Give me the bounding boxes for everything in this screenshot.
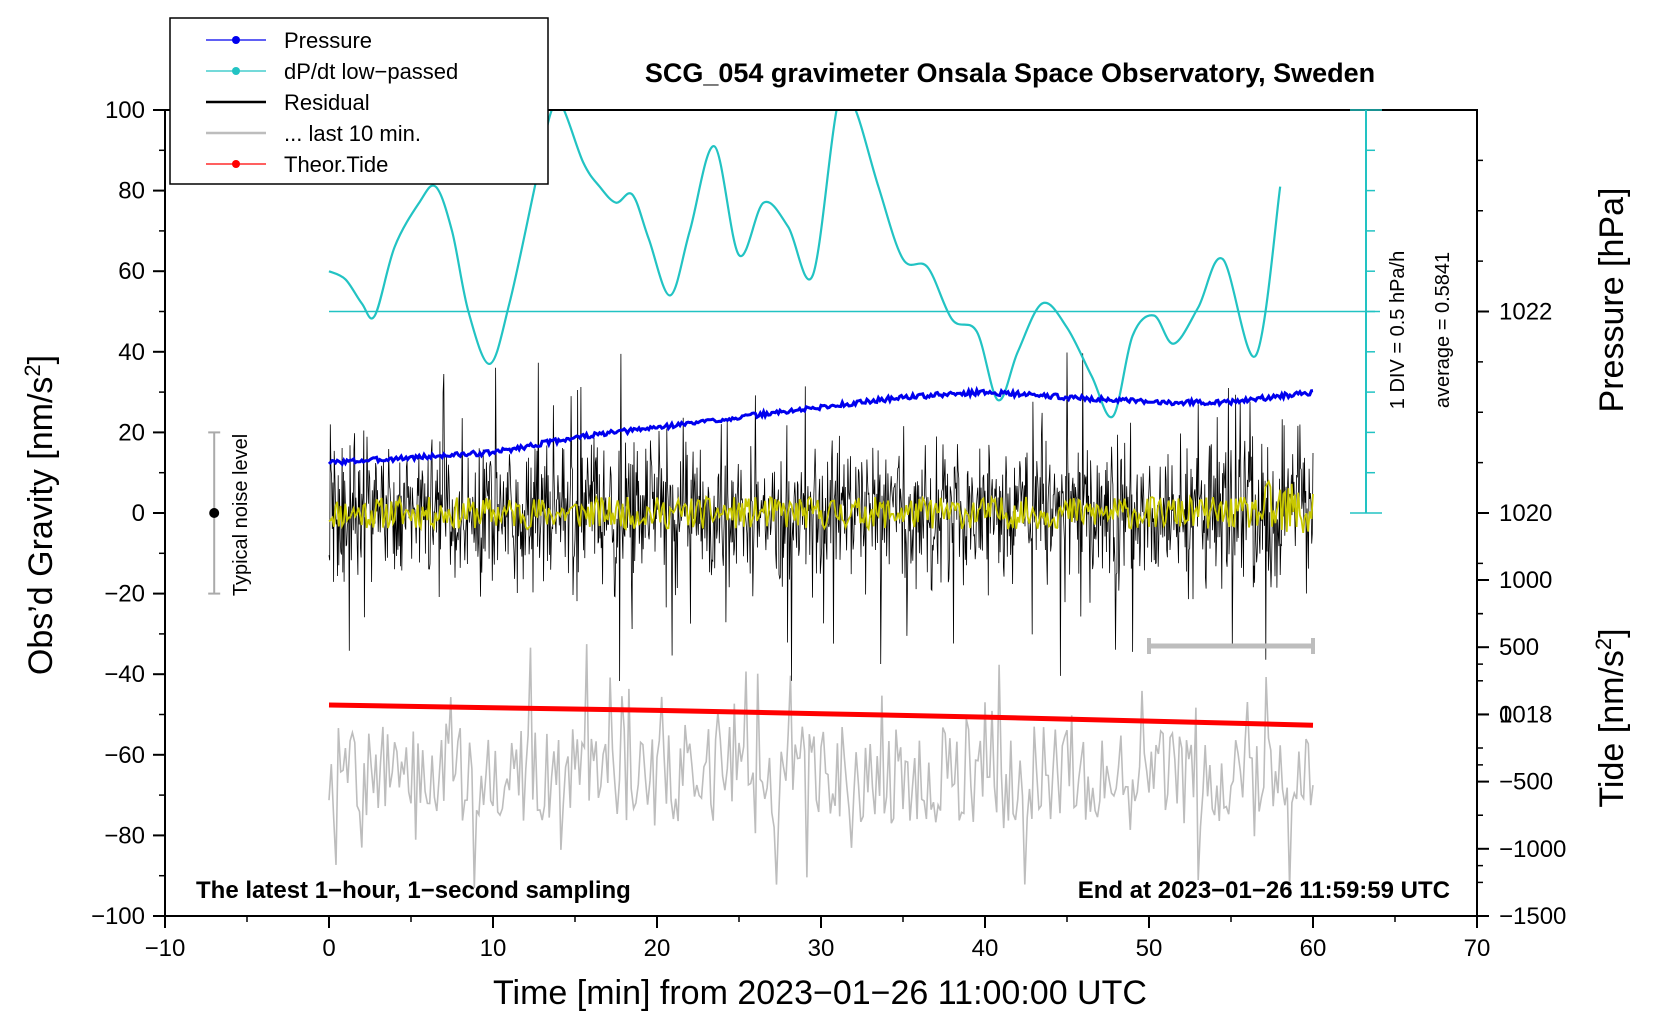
legend-item-dp-dt-low-passed: dP/dt low−passed — [206, 59, 458, 84]
tide-axis-title-main: Tide [nm/s — [1593, 650, 1631, 807]
series-residual-smoothed-line — [328, 479, 1314, 534]
x-tick-label: 0 — [322, 935, 335, 962]
tide-axis-title-sup: 2 — [1591, 638, 1616, 650]
series-tide-line — [328, 702, 1314, 728]
legend-items: Pressure dP/dt low−passed Residual ... last… — [206, 28, 458, 177]
y-tick-label: 80 — [118, 178, 145, 205]
legend-item-pressure-label: Pressure — [284, 28, 372, 53]
tide-tick-label: 1000 — [1499, 567, 1552, 594]
pressure-tick-label: 1018 — [1499, 702, 1552, 729]
x-tick-label: 50 — [1136, 935, 1163, 962]
pressure-axis-title: Pressure [hPa] — [1593, 188, 1631, 413]
note-end-time: End at 2023−01−26 11:59:59 UTC — [1078, 877, 1450, 904]
tide-axis-title-end: ] — [1593, 628, 1631, 637]
legend: Pressure dP/dt low−passed Residual ... last… — [169, 17, 549, 185]
legend-item-residual: Residual — [206, 90, 370, 115]
y-tick-label: 0 — [132, 500, 145, 527]
y-tick-label: 20 — [118, 419, 145, 446]
noise-bar-center-dot — [209, 508, 220, 518]
y-axis-title-sup: 2 — [20, 364, 45, 376]
x-tick-label: 70 — [1464, 935, 1491, 962]
y-tick-label: −80 — [104, 822, 145, 849]
x-tick-label: 60 — [1300, 935, 1327, 962]
legend-item-theor-tide-label: Theor.Tide — [284, 152, 388, 177]
y-axis-ticks: −100 −80 −60 −40 −20 0 20 40 60 80 100 — [91, 97, 165, 930]
series-layer — [327, 110, 1380, 888]
tide-tick-label: −500 — [1499, 769, 1553, 796]
dpdt-division-scale — [1350, 109, 1382, 514]
legend-item-pressure: Pressure — [206, 28, 372, 53]
legend-item-dp-dt-low-passed-marker — [232, 67, 240, 75]
y-tick-label: 100 — [105, 97, 145, 124]
y-tick-label: 40 — [118, 339, 145, 366]
x-tick-label: 40 — [972, 935, 999, 962]
chart-title: SCG_054 gravimeter Onsala Space Observat… — [645, 58, 1375, 88]
tide-axis-ticks: −1500 −1000 −500 0 500 1000 — [1477, 567, 1566, 930]
y-tick-label: −20 — [104, 581, 145, 608]
y-tick-label: −60 — [104, 742, 145, 769]
x-axis-ticks: −10 0 10 20 30 40 50 60 70 — [145, 916, 1491, 962]
pressure-tick-label: 1020 — [1499, 500, 1552, 527]
tide-tick-label: −1500 — [1499, 903, 1566, 930]
legend-item-dp-dt-low-passed-label: dP/dt low−passed — [284, 59, 458, 84]
legend-item-last-10-min: ... last 10 min. — [206, 121, 421, 146]
noise-level-bar — [208, 431, 221, 595]
noise-level-label: Typical noise level — [230, 434, 252, 596]
tide-tick-label: −1000 — [1499, 836, 1566, 863]
series-last-10-min-line — [328, 644, 1314, 888]
tide-tick-label: 500 — [1499, 634, 1539, 661]
last-10-min-bar — [1147, 637, 1315, 654]
dpdt-average-label: average = 0.5841 — [1432, 252, 1454, 408]
x-tick-label: 10 — [480, 935, 507, 962]
series-residual-line — [328, 352, 1314, 682]
note-sampling: The latest 1−hour, 1−second sampling — [196, 877, 631, 904]
pressure-tick-label: 1022 — [1499, 299, 1552, 326]
legend-item-pressure-marker — [232, 36, 240, 44]
legend-item-residual-label: Residual — [284, 90, 370, 115]
y-tick-label: −40 — [104, 661, 145, 688]
y-tick-label: −100 — [91, 903, 145, 930]
y-axis-title-end: ] — [22, 355, 60, 364]
tide-tick-label: 0 — [1499, 701, 1512, 728]
legend-item-last-10-min-label: ... last 10 min. — [284, 121, 421, 146]
x-axis-title: Time [min] from 2023−01−26 11:00:00 UTC — [493, 974, 1147, 1012]
y-axis-title: Obs’d Gravity [nm/s2] — [20, 355, 60, 675]
y-axis-title-main: Obs’d Gravity [nm/s — [22, 377, 60, 676]
x-tick-label: 20 — [644, 935, 671, 962]
legend-item-theor-tide-marker — [232, 160, 240, 168]
dpdt-scale-label: 1 DIV = 0.5 hPa/h — [1387, 251, 1409, 409]
x-tick-label: 30 — [808, 935, 835, 962]
tide-axis-title: Tide [nm/s2] — [1591, 628, 1631, 807]
y-tick-label: 60 — [118, 258, 145, 285]
series-pressure-line — [327, 385, 1314, 467]
x-tick-label: −10 — [145, 935, 186, 962]
series-dpdt-line — [328, 110, 1282, 419]
legend-item-theor-tide: Theor.Tide — [206, 152, 388, 177]
